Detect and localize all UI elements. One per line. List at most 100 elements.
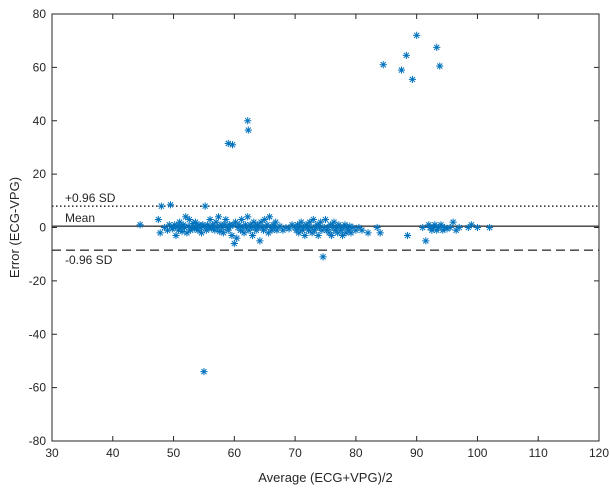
x-tick-label: 50: [167, 446, 181, 460]
y-tick-label: -40: [29, 327, 47, 341]
data-point: [422, 237, 430, 245]
data-point: [317, 218, 325, 226]
data-point: [197, 229, 206, 237]
data-point: [235, 221, 243, 229]
ref-label: -0.96 SD: [65, 253, 113, 267]
data-point: [154, 215, 162, 224]
data-point: [473, 223, 482, 232]
data-point: [449, 218, 457, 226]
data-point: [201, 202, 209, 210]
data-point: [402, 51, 410, 59]
x-tick-label: 80: [349, 446, 363, 460]
data-point: [244, 213, 252, 221]
data-point: [327, 231, 336, 240]
data-point: [276, 222, 284, 230]
data-point: [265, 213, 274, 221]
y-tick-label: 0: [39, 221, 46, 235]
data-point: [379, 61, 387, 69]
data-point: [419, 223, 427, 232]
data-point: [413, 31, 421, 39]
reference-labels: +0.96 SD Mean -0.96 SD: [65, 191, 116, 267]
y-tick-label: 20: [33, 167, 47, 181]
x-tick-label: 30: [45, 446, 59, 460]
y-tick-label: 40: [33, 114, 47, 128]
data-point: [212, 218, 220, 226]
data-point: [228, 231, 236, 240]
data-point: [334, 229, 342, 237]
x-axis: 30 40 50 60 70 80 90 100 110 120: [45, 14, 609, 460]
y-tick-label: -80: [29, 434, 47, 448]
y-axis-title: Error (ECG-VPG): [7, 177, 22, 278]
data-point: [206, 215, 214, 224]
data-point: [319, 253, 327, 261]
data-point: [314, 231, 322, 240]
y-tick-label: 80: [33, 7, 47, 21]
data-point: [467, 221, 475, 229]
ref-label: Mean: [65, 211, 95, 225]
data-point: [231, 218, 240, 226]
data-point: [230, 239, 238, 248]
data-point: [297, 218, 305, 226]
data-point: [233, 234, 241, 242]
data-point: [191, 218, 200, 226]
x-tick-label: 40: [106, 446, 120, 460]
data-point: [446, 223, 454, 232]
y-tick-label: 60: [33, 60, 47, 74]
data-point: [455, 223, 463, 232]
x-tick-label: 100: [467, 446, 487, 460]
data-point: [295, 229, 303, 237]
data-point: [408, 75, 417, 83]
data-point: [261, 215, 269, 224]
data-point: [431, 221, 439, 229]
x-tick-label: 70: [288, 446, 302, 460]
data-point: [176, 218, 184, 226]
ref-label: +0.96 SD: [65, 191, 116, 205]
data-point: [376, 229, 384, 237]
data-point: [200, 368, 208, 376]
data-point: [309, 215, 317, 224]
data-point: [157, 202, 165, 210]
data-point: [436, 62, 444, 70]
data-point: [364, 229, 372, 237]
data-point: [240, 229, 248, 237]
data-point: [166, 201, 175, 209]
data-point: [136, 221, 144, 229]
x-axis-title: Average (ECG+VPG)/2: [258, 470, 393, 485]
data-point: [224, 226, 232, 234]
data-point: [219, 229, 227, 237]
data-point: [307, 223, 315, 232]
x-tick-label: 110: [529, 446, 548, 460]
data-point: [183, 229, 191, 237]
data-point: [263, 221, 271, 229]
data-point: [214, 213, 223, 221]
data-point: [433, 43, 441, 51]
data-points: [136, 31, 494, 376]
y-tick-label: -60: [29, 381, 47, 395]
data-point: [306, 218, 314, 226]
data-point: [397, 66, 406, 74]
data-point: [257, 218, 265, 226]
data-point: [264, 229, 272, 237]
x-tick-label: 60: [228, 446, 242, 460]
x-tick-label: 90: [410, 446, 424, 460]
data-point: [256, 237, 264, 245]
data-point: [238, 215, 246, 224]
data-point: [352, 226, 360, 234]
data-point: [272, 218, 280, 226]
data-point: [486, 223, 494, 232]
data-point: [156, 229, 164, 237]
data-point: [248, 231, 257, 240]
data-point: [338, 231, 347, 240]
data-point: [301, 231, 309, 240]
x-tick-label: 120: [589, 446, 609, 460]
data-point: [273, 226, 281, 234]
data-point: [244, 126, 252, 134]
data-point: [373, 223, 381, 232]
data-point: [222, 215, 230, 224]
data-point: [321, 215, 330, 224]
data-point: [330, 218, 338, 226]
data-point: [250, 218, 258, 226]
data-point: [228, 141, 237, 149]
data-point: [182, 213, 190, 221]
